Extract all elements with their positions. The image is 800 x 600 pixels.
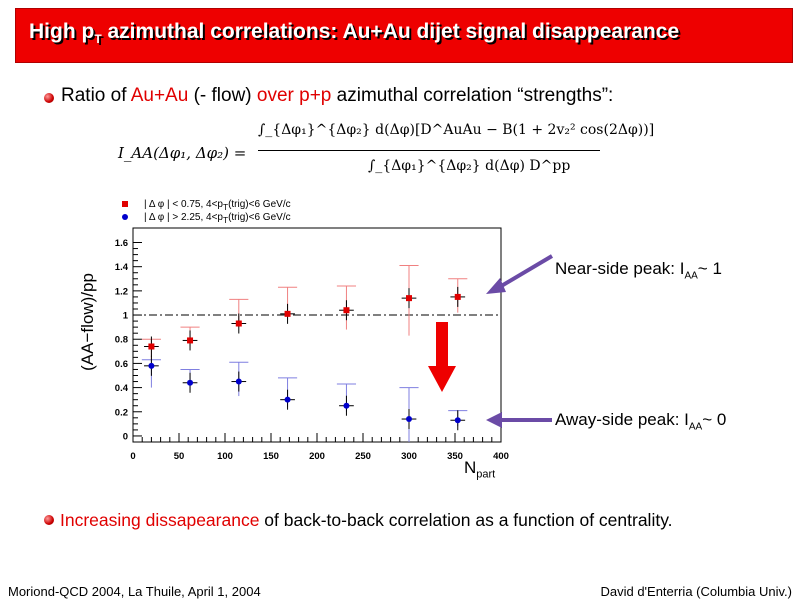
y-tick-label: 0	[123, 431, 128, 442]
bullet-ratio-text: Ratio of Au+Au (- flow) over p+p azimuth…	[61, 85, 614, 106]
y-tick-label: 1.2	[115, 286, 128, 297]
y-tick-label: 1	[123, 311, 129, 322]
y-tick-label: 0.8	[115, 335, 128, 346]
legend-near: | Δ φ | < 0.75, 4<pT(trig)<6 GeV/c	[122, 199, 291, 212]
data-point-circle	[148, 362, 155, 369]
y-tick-label: 1.6	[115, 238, 128, 249]
data-point-circle	[406, 416, 412, 423]
x-tick-label: 300	[401, 451, 417, 462]
data-point-circle	[454, 417, 461, 424]
y-tick-label: 0.4	[115, 383, 129, 394]
title-bar: High pT azimuthal correlations: Au+Au di…	[15, 8, 793, 63]
footer-author: David d'Enterria (Columbia Univ.)	[600, 584, 792, 599]
legend-away: | Δ φ | > 2.25, 4<pT(trig)<6 GeV/c	[122, 212, 291, 225]
data-point-square	[148, 343, 155, 350]
data-point-circle	[284, 396, 291, 403]
y-axis-label: (AA−flow)/pp	[78, 273, 97, 371]
y-tick-label: 1.4	[115, 262, 129, 273]
slide-title: High pT azimuthal correlations: Au+Au di…	[29, 20, 680, 47]
x-tick-label: 150	[263, 451, 279, 462]
near-side-annotation: Near-side peak: IAA~ 1	[555, 259, 722, 282]
x-tick-label: 200	[309, 451, 325, 462]
data-point-square	[343, 307, 350, 314]
x-tick-label: 400	[493, 451, 509, 462]
bullet-icon-2	[44, 515, 54, 525]
data-point-circle	[343, 402, 350, 409]
decrease-arrow-icon	[428, 322, 456, 392]
square-marker-icon	[122, 201, 128, 208]
data-point-circle	[235, 378, 242, 385]
formula-fraction-bar	[258, 150, 600, 151]
bullet-dissapearance-text: Increasing dissapearance of back-to-back…	[60, 510, 673, 530]
data-point-square	[187, 337, 194, 344]
circle-marker-icon	[122, 214, 128, 221]
x-tick-label: 350	[447, 451, 463, 462]
formula-denominator: ∫_{Δφ₁}^{Δφ₂} d(Δφ) D^pp	[368, 158, 571, 174]
footer-conference: Moriond-QCD 2004, La Thuile, April 1, 20…	[8, 584, 261, 599]
bullet-icon	[44, 93, 54, 103]
away-pointer-arrow-icon	[486, 412, 552, 428]
iaa-formula: I_AA(Δφ₁, Δφ₂) = ∫_{Δφ₁}^{Δφ₂} d(Δφ)[D^A…	[118, 118, 654, 188]
y-tick-label: 0.6	[115, 359, 128, 370]
x-tick-label: 50	[174, 451, 185, 462]
iaa-chart: 0 0.2 0.4 0.6 0.8 1 1.2 1.4 1.6 0 50 100 150 200 250 30…	[115, 227, 509, 462]
y-tick-label: 0.2	[115, 407, 128, 418]
data-point-square	[235, 320, 242, 327]
data-point-square	[406, 295, 412, 302]
data-point-circle	[187, 379, 194, 386]
near-pointer-arrow-icon	[486, 254, 554, 294]
data-point-square	[454, 293, 461, 300]
x-tick-label: 250	[355, 451, 371, 462]
formula-lhs: I_AA(Δφ₁, Δφ₂) =	[118, 144, 247, 162]
x-tick-label: 0	[130, 451, 135, 462]
away-side-annotation: Away-side peak: IAA~ 0	[555, 410, 727, 433]
formula-numerator: ∫_{Δφ₁}^{Δφ₂} d(Δφ)[D^AuAu − B(1 + 2v₂² …	[258, 122, 655, 138]
x-axis-label: Npart	[464, 458, 496, 481]
x-tick-label: 100	[217, 451, 233, 462]
data-point-square	[284, 310, 291, 317]
